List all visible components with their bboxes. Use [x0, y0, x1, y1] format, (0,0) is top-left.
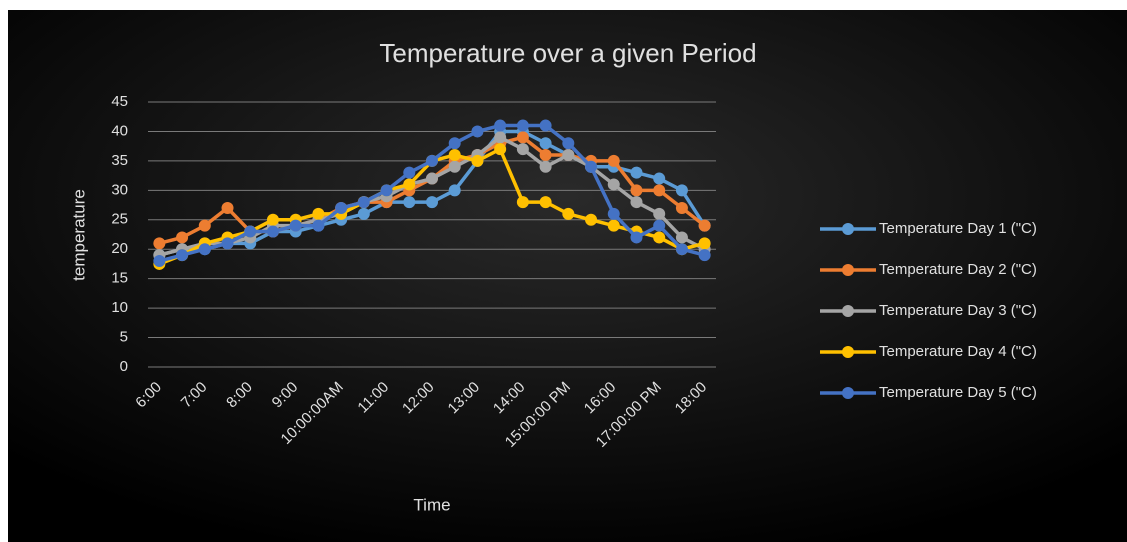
chart-background	[8, 10, 1127, 542]
data-point	[653, 231, 666, 244]
data-point	[675, 243, 688, 256]
legend-marker	[842, 264, 854, 276]
data-point	[698, 219, 711, 232]
data-point	[539, 149, 552, 161]
data-point	[630, 166, 643, 179]
data-point	[630, 184, 643, 197]
data-point	[539, 137, 552, 150]
data-point	[471, 125, 484, 138]
data-point	[630, 231, 643, 244]
y-tick-label: 40	[111, 122, 128, 139]
data-point	[607, 154, 620, 167]
chart-title: Temperature over a given Period	[379, 38, 756, 68]
data-point	[448, 137, 461, 150]
data-point	[357, 196, 370, 209]
data-point	[176, 249, 189, 262]
data-point	[289, 219, 302, 232]
data-point	[539, 196, 552, 209]
legend-label: Temperature Day 4 ("C)	[879, 343, 1037, 360]
y-tick-label: 25	[111, 211, 128, 228]
data-point	[244, 225, 257, 238]
data-point	[516, 119, 529, 132]
y-tick-label: 45	[111, 93, 128, 110]
data-point	[426, 196, 438, 209]
data-point	[494, 119, 507, 132]
data-point	[198, 219, 211, 232]
y-tick-label: 5	[120, 329, 128, 346]
legend-marker	[842, 346, 854, 358]
data-point	[539, 119, 552, 132]
data-point	[494, 131, 507, 144]
data-point	[653, 207, 666, 220]
data-point	[176, 231, 189, 244]
data-point	[426, 154, 438, 167]
data-point	[585, 213, 598, 226]
data-point	[653, 172, 666, 185]
y-axis-label: temperature	[69, 189, 88, 281]
legend-label: Temperature Day 3 ("C)	[879, 302, 1037, 319]
data-point	[153, 255, 166, 267]
data-point	[448, 184, 461, 197]
legend-marker	[842, 387, 854, 399]
data-point	[562, 207, 575, 220]
data-point	[516, 196, 529, 209]
x-axis-label: Time	[413, 495, 450, 514]
data-point	[607, 178, 620, 191]
data-point	[448, 149, 461, 161]
data-point	[198, 243, 211, 256]
legend-marker	[842, 223, 854, 235]
data-point	[312, 219, 325, 232]
data-point	[698, 237, 711, 250]
y-tick-label: 35	[111, 152, 128, 169]
data-point	[471, 154, 484, 167]
data-point	[653, 184, 666, 197]
data-point	[562, 137, 575, 150]
y-tick-label: 10	[111, 299, 128, 316]
data-point	[312, 207, 325, 220]
data-point	[357, 207, 370, 220]
legend-label: Temperature Day 1 ("C)	[879, 220, 1037, 237]
data-point	[426, 172, 438, 185]
legend-label: Temperature Day 2 ("C)	[879, 261, 1037, 278]
data-point	[516, 131, 529, 144]
data-point	[675, 184, 688, 197]
data-point	[266, 213, 279, 226]
data-point	[675, 231, 688, 244]
data-point	[585, 160, 598, 173]
data-point	[221, 202, 234, 214]
y-tick-label: 20	[111, 240, 128, 257]
y-tick-label: 30	[111, 181, 128, 198]
data-point	[516, 143, 529, 156]
data-point	[653, 219, 666, 232]
y-tick-label: 15	[111, 270, 128, 287]
data-point	[448, 160, 461, 173]
data-point	[335, 202, 348, 214]
data-point	[698, 249, 711, 262]
data-point	[539, 160, 552, 173]
y-tick-label: 0	[120, 358, 128, 375]
data-point	[403, 196, 416, 209]
data-point	[153, 237, 166, 250]
data-point	[630, 196, 643, 209]
data-point	[403, 178, 416, 191]
legend-marker	[842, 305, 854, 317]
data-point	[221, 237, 234, 250]
data-point	[266, 225, 279, 238]
data-point	[607, 219, 620, 232]
data-point	[380, 184, 393, 197]
data-point	[494, 143, 507, 156]
data-point	[403, 166, 416, 179]
data-point	[607, 207, 620, 220]
legend-label: Temperature Day 5 ("C)	[879, 384, 1037, 401]
data-point	[562, 149, 575, 161]
data-point	[675, 202, 688, 214]
